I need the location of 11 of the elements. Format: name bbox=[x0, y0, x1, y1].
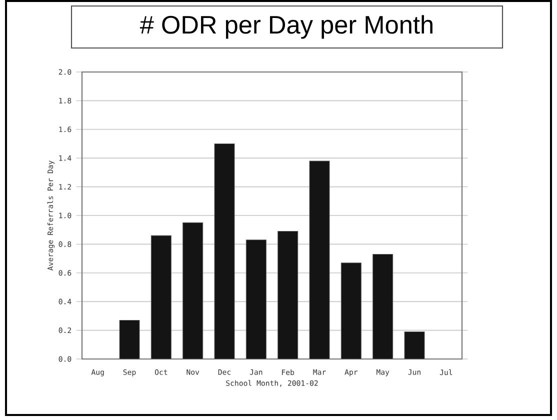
bar bbox=[372, 254, 394, 359]
chart-title: # ODR per Day per Month bbox=[140, 15, 432, 39]
bar bbox=[309, 160, 330, 359]
bar bbox=[119, 320, 140, 359]
bar bbox=[278, 231, 298, 359]
bar bbox=[246, 240, 266, 359]
bar bbox=[404, 331, 425, 359]
bar bbox=[150, 235, 172, 359]
bar bbox=[214, 143, 235, 359]
bar bbox=[340, 262, 362, 359]
bar bbox=[182, 222, 204, 359]
